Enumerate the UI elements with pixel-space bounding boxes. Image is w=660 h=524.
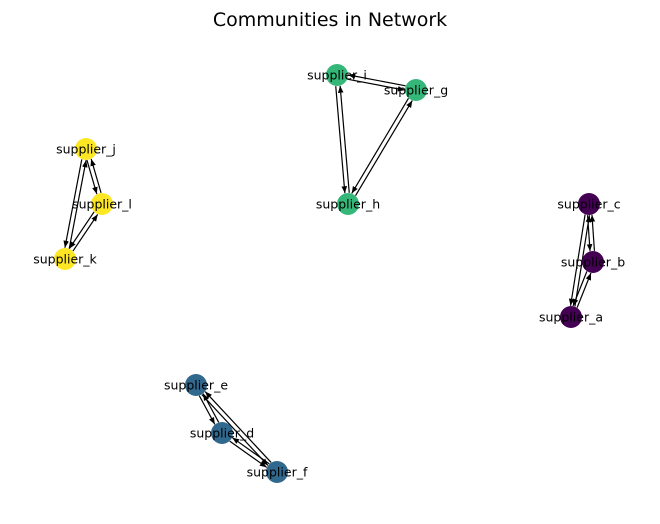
edge-supplier_l-to-supplier_j	[90, 158, 102, 193]
edge-supplier_j-to-supplier_k	[63, 159, 83, 248]
edge-supplier_l-to-supplier_k	[68, 211, 95, 249]
node-supplier_h	[337, 193, 359, 215]
edges-layer	[63, 73, 596, 468]
label-supplier_f: supplier_f	[247, 465, 308, 480]
edge-supplier_a-to-supplier_b	[576, 272, 592, 308]
edge-supplier_k-to-supplier_j	[68, 160, 88, 249]
label-supplier_l: supplier_l	[72, 197, 132, 212]
node-supplier_a	[560, 306, 582, 328]
node-supplier_d	[211, 422, 233, 444]
node-supplier_j	[75, 138, 97, 160]
edge-supplier_f-to-supplier_e	[204, 391, 272, 463]
edge-supplier_b-to-supplier_c	[589, 214, 596, 251]
edge-supplier_d-to-supplier_f	[229, 440, 268, 468]
label-supplier_c: supplier_c	[557, 197, 620, 212]
edge-supplier_j-to-supplier_l	[86, 160, 98, 195]
node-supplier_k	[54, 248, 76, 270]
label-supplier_j: supplier_j	[56, 142, 116, 157]
label-supplier_a: supplier_a	[539, 310, 603, 325]
node-supplier_e	[185, 374, 207, 396]
edge-supplier_k-to-supplier_l	[72, 214, 99, 252]
node-supplier_g	[405, 79, 427, 101]
node-supplier_i	[326, 64, 348, 86]
label-supplier_k: supplier_k	[33, 252, 97, 267]
label-supplier_i: supplier_i	[307, 68, 367, 83]
edge-supplier_e-to-supplier_d	[198, 395, 216, 425]
edge-supplier_c-to-supplier_b	[586, 215, 593, 252]
edge-supplier_c-to-supplier_a	[568, 214, 586, 306]
label-supplier_d: supplier_d	[190, 426, 254, 441]
edge-supplier_h-to-supplier_g	[355, 100, 413, 196]
label-supplier_g: supplier_g	[384, 83, 448, 98]
chart-title: Communities in Network	[213, 9, 447, 31]
edge-supplier_h-to-supplier_i	[337, 85, 350, 193]
edge-supplier_g-to-supplier_i	[348, 73, 406, 87]
edge-supplier_i-to-supplier_h	[335, 86, 348, 194]
nodes-layer	[54, 64, 604, 483]
edge-supplier_i-to-supplier_g	[347, 78, 405, 92]
label-supplier_b: supplier_b	[561, 255, 625, 270]
label-supplier_e: supplier_e	[164, 378, 228, 393]
label-supplier_h: supplier_h	[316, 197, 380, 212]
node-supplier_l	[91, 193, 113, 215]
edge-supplier_f-to-supplier_d	[231, 437, 270, 465]
node-supplier_f	[266, 461, 288, 483]
labels-layer: supplier_a supplier_b supplier_c supplier_d…	[33, 68, 625, 480]
node-supplier_b	[582, 251, 604, 273]
edge-supplier_g-to-supplier_h	[351, 98, 409, 194]
edge-supplier_e-to-supplier_f	[201, 394, 269, 466]
node-supplier_c	[578, 193, 600, 215]
